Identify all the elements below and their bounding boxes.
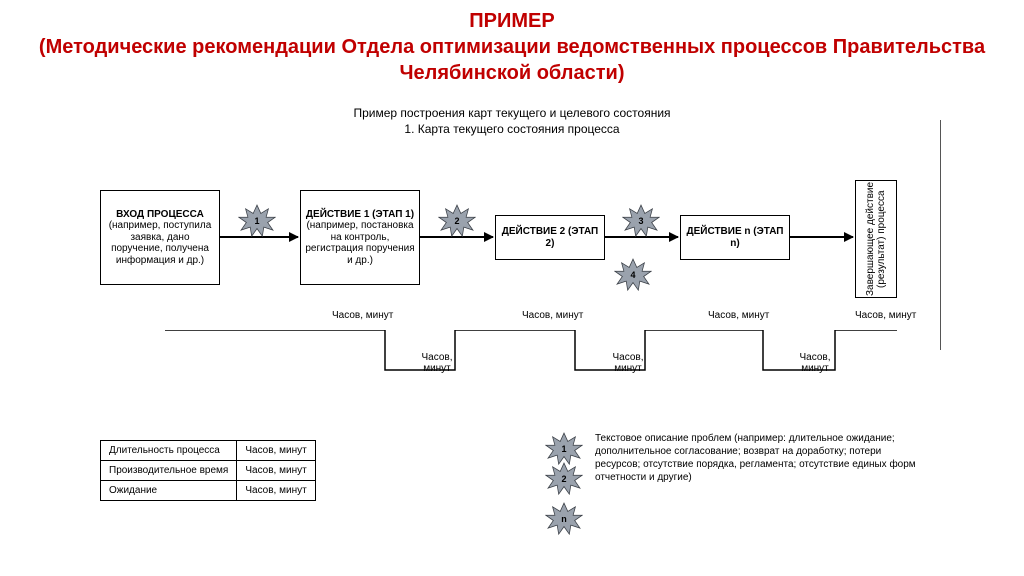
process-box-actn: ДЕЙСТВИЕ n (ЭТАП n) [680,215,790,260]
table-row: ОжиданиеЧасов, минут [101,481,316,501]
star-number: 2 [454,216,459,226]
problem-description: Текстовое описание проблем (например: дл… [595,432,925,484]
star-number: n [561,514,567,524]
timeline [165,330,897,377]
right-margin-rule [940,120,941,350]
table-row: Производительное времяЧасов, минут [101,461,316,481]
problem-star-2: 2 [438,202,476,240]
table-cell: Часов, минут [237,441,315,461]
box-head: ВХОД ПРОЦЕССА [105,209,215,221]
star-number: 1 [561,444,566,454]
problem-star-1: 1 [238,202,276,240]
box-head: ДЕЙСТВИЕ n (ЭТАП n) [685,226,785,249]
caption-line1: Пример построения карт текущего и целево… [0,106,1024,122]
timeline-bottom-label-3: Часов, минут [790,352,840,374]
problem-star-3: 3 [622,202,660,240]
page-title: ПРИМЕР(Методические рекомендации Отдела … [0,0,1024,86]
process-box-act1: ДЕЙСТВИЕ 1 (ЭТАП 1)(например, постановка… [300,190,420,285]
timeline-top-label-3: Часов, минут [708,310,769,321]
title-line1: ПРИМЕР [20,8,1004,34]
diagram-caption: Пример построения карт текущего и целево… [0,106,1024,137]
table-cell: Часов, минут [237,481,315,501]
table-cell: Производительное время [101,461,237,481]
table-cell: Ожидание [101,481,237,501]
title-line2: (Методические рекомендации Отдела оптими… [20,34,1004,86]
star-number: 1 [254,216,259,226]
legend-star-2: 2 [545,460,583,498]
process-box-act2: ДЕЙСТВИЕ 2 (ЭТАП 2) [495,215,605,260]
flow-arrow-4 [790,236,853,238]
star-number: 3 [638,216,643,226]
caption-line2: 1. Карта текущего состояния процесса [0,122,1024,138]
box-head: ДЕЙСТВИЕ 1 (ЭТАП 1) [305,209,415,221]
final-text: Завершающее действие (результат) процесс… [865,181,887,297]
timeline-top-label-1: Часов, минут [332,310,393,321]
summary-table: Длительность процессаЧасов, минутПроизво… [100,440,316,501]
star-number: 4 [630,270,635,280]
table-cell: Часов, минут [237,461,315,481]
timeline-bottom-label-1: Часов, минут [412,352,462,374]
timeline-bottom-label-2: Часов, минут [603,352,653,374]
timeline-top-label-2: Часов, минут [522,310,583,321]
star-number: 2 [561,474,566,484]
problem-star-4: 4 [614,256,652,294]
process-box-input: ВХОД ПРОЦЕССА(например, поступила заявка… [100,190,220,285]
box-head: ДЕЙСТВИЕ 2 (ЭТАП 2) [500,226,600,249]
table-row: Длительность процессаЧасов, минут [101,441,316,461]
box-body: (например, поступила заявка, дано поруче… [105,220,215,266]
timeline-top-label-4: Часов, минут [855,310,916,321]
box-body: (например, постановка на контроль, регис… [305,220,415,266]
table-cell: Длительность процесса [101,441,237,461]
legend-star-3: n [545,500,583,538]
process-box-final: Завершающее действие (результат) процесс… [855,180,897,298]
